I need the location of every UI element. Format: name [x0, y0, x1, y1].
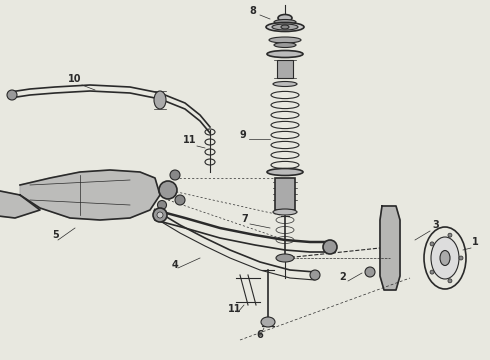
Polygon shape	[380, 206, 400, 290]
Ellipse shape	[273, 209, 297, 215]
Bar	[275, 178, 295, 210]
Ellipse shape	[459, 256, 463, 260]
Text: 11: 11	[228, 304, 242, 314]
Ellipse shape	[430, 242, 434, 246]
Ellipse shape	[274, 19, 296, 24]
Text: 1: 1	[472, 237, 479, 247]
Text: 5: 5	[52, 230, 59, 240]
Ellipse shape	[159, 181, 177, 199]
Polygon shape	[20, 170, 160, 220]
Ellipse shape	[431, 237, 459, 279]
Text: 11: 11	[182, 135, 196, 145]
Ellipse shape	[310, 270, 320, 280]
Ellipse shape	[440, 251, 450, 266]
Ellipse shape	[269, 37, 301, 43]
Polygon shape	[0, 190, 40, 218]
Text: 9: 9	[239, 130, 246, 140]
Text: 2: 2	[339, 272, 346, 282]
Ellipse shape	[267, 50, 303, 58]
Ellipse shape	[170, 170, 180, 180]
Ellipse shape	[274, 42, 296, 48]
Ellipse shape	[278, 14, 292, 22]
Ellipse shape	[261, 317, 275, 327]
Bar	[277, 60, 293, 78]
Ellipse shape	[267, 168, 303, 176]
Ellipse shape	[157, 212, 163, 218]
Ellipse shape	[281, 25, 289, 29]
Ellipse shape	[448, 233, 452, 237]
Ellipse shape	[430, 270, 434, 274]
Ellipse shape	[7, 90, 17, 100]
Text: 7: 7	[241, 214, 248, 224]
Ellipse shape	[154, 91, 166, 109]
Ellipse shape	[323, 240, 337, 254]
Ellipse shape	[153, 208, 167, 222]
Text: 10: 10	[68, 74, 81, 84]
Ellipse shape	[273, 81, 297, 86]
Text: 6: 6	[256, 330, 263, 340]
Text: 4: 4	[172, 260, 179, 270]
Ellipse shape	[448, 279, 452, 283]
Ellipse shape	[266, 23, 304, 32]
Ellipse shape	[272, 24, 298, 30]
Text: 8: 8	[249, 6, 256, 16]
Ellipse shape	[365, 267, 375, 277]
Text: 3: 3	[432, 220, 439, 230]
Ellipse shape	[157, 201, 167, 210]
Ellipse shape	[175, 195, 185, 205]
Ellipse shape	[276, 254, 294, 262]
